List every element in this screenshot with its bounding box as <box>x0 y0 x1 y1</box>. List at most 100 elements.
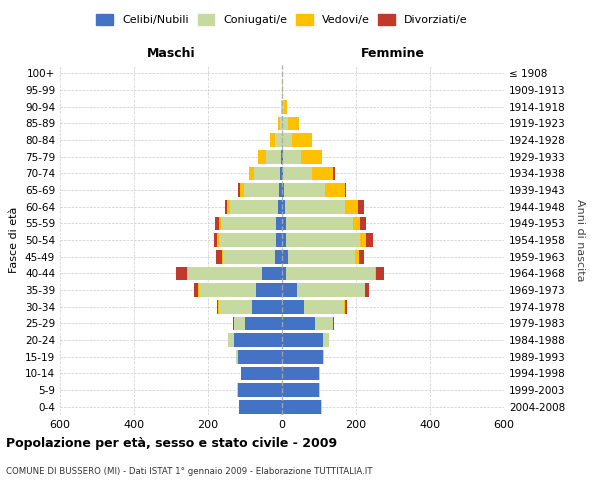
Bar <box>319 366 320 380</box>
Bar <box>262 266 282 280</box>
Bar <box>365 283 369 297</box>
Bar <box>219 216 221 230</box>
Bar <box>223 250 275 264</box>
Bar <box>237 383 238 397</box>
Bar <box>240 183 244 197</box>
Bar <box>282 150 283 164</box>
Bar <box>376 266 384 280</box>
Bar <box>198 283 199 297</box>
Bar <box>297 283 365 297</box>
Bar <box>304 300 344 314</box>
Bar <box>279 183 282 197</box>
Bar <box>221 216 277 230</box>
Bar <box>244 183 279 197</box>
Bar <box>280 116 282 130</box>
Bar <box>188 266 262 280</box>
Bar <box>281 150 282 164</box>
Bar <box>360 233 365 247</box>
Bar <box>233 316 234 330</box>
Bar <box>236 350 238 364</box>
Bar <box>345 200 358 213</box>
Bar <box>282 383 319 397</box>
Bar <box>282 350 323 364</box>
Bar <box>234 333 282 347</box>
Bar <box>353 216 361 230</box>
Text: Maschi: Maschi <box>146 47 196 60</box>
Bar <box>215 216 219 230</box>
Bar <box>355 250 359 264</box>
Bar <box>176 266 187 280</box>
Bar <box>266 150 281 164</box>
Bar <box>227 200 230 213</box>
Bar <box>282 183 284 197</box>
Bar <box>214 233 217 247</box>
Bar <box>319 383 320 397</box>
Bar <box>282 133 292 147</box>
Bar <box>277 233 282 247</box>
Bar <box>287 250 355 264</box>
Bar <box>374 266 376 280</box>
Bar <box>282 266 286 280</box>
Bar <box>282 283 297 297</box>
Bar <box>286 266 374 280</box>
Y-axis label: Anni di nascita: Anni di nascita <box>575 198 585 281</box>
Bar <box>238 383 282 397</box>
Bar <box>344 183 346 197</box>
Bar <box>275 250 282 264</box>
Bar <box>344 300 345 314</box>
Bar <box>217 300 218 314</box>
Bar <box>230 200 278 213</box>
Bar <box>194 283 198 297</box>
Bar <box>219 233 277 247</box>
Bar <box>283 166 312 180</box>
Bar <box>282 233 286 247</box>
Bar <box>286 233 360 247</box>
Bar <box>282 166 283 180</box>
Bar <box>312 166 334 180</box>
Bar <box>287 116 299 130</box>
Bar <box>275 133 282 147</box>
Text: Femmine: Femmine <box>361 47 425 60</box>
Bar <box>282 316 316 330</box>
Bar <box>270 133 275 147</box>
Bar <box>280 166 282 180</box>
Bar <box>256 283 282 297</box>
Bar <box>218 300 219 314</box>
Bar <box>234 316 245 330</box>
Bar <box>226 200 227 213</box>
Legend: Celibi/Nubili, Coniugati/e, Vedovi/e, Divorziati/e: Celibi/Nubili, Coniugati/e, Vedovi/e, Di… <box>92 10 472 29</box>
Bar <box>365 233 373 247</box>
Bar <box>238 350 282 364</box>
Bar <box>282 216 286 230</box>
Bar <box>282 116 287 130</box>
Bar <box>321 400 322 413</box>
Bar <box>286 216 353 230</box>
Bar <box>323 350 324 364</box>
Bar <box>284 183 325 197</box>
Bar <box>282 366 319 380</box>
Bar <box>292 133 311 147</box>
Bar <box>281 100 282 114</box>
Bar <box>282 250 287 264</box>
Bar <box>361 216 366 230</box>
Bar <box>333 316 334 330</box>
Bar <box>282 200 285 213</box>
Bar <box>238 183 240 197</box>
Bar <box>359 250 364 264</box>
Bar <box>282 400 321 413</box>
Bar <box>245 316 282 330</box>
Bar <box>217 233 219 247</box>
Bar <box>277 216 282 230</box>
Bar <box>334 166 335 180</box>
Bar <box>254 166 280 180</box>
Bar <box>282 100 284 114</box>
Bar <box>284 100 287 114</box>
Bar <box>345 300 347 314</box>
Bar <box>239 400 282 413</box>
Bar <box>253 300 282 314</box>
Bar <box>241 366 282 380</box>
Bar <box>199 283 256 297</box>
Bar <box>221 250 223 264</box>
Bar <box>282 333 323 347</box>
Bar <box>278 200 282 213</box>
